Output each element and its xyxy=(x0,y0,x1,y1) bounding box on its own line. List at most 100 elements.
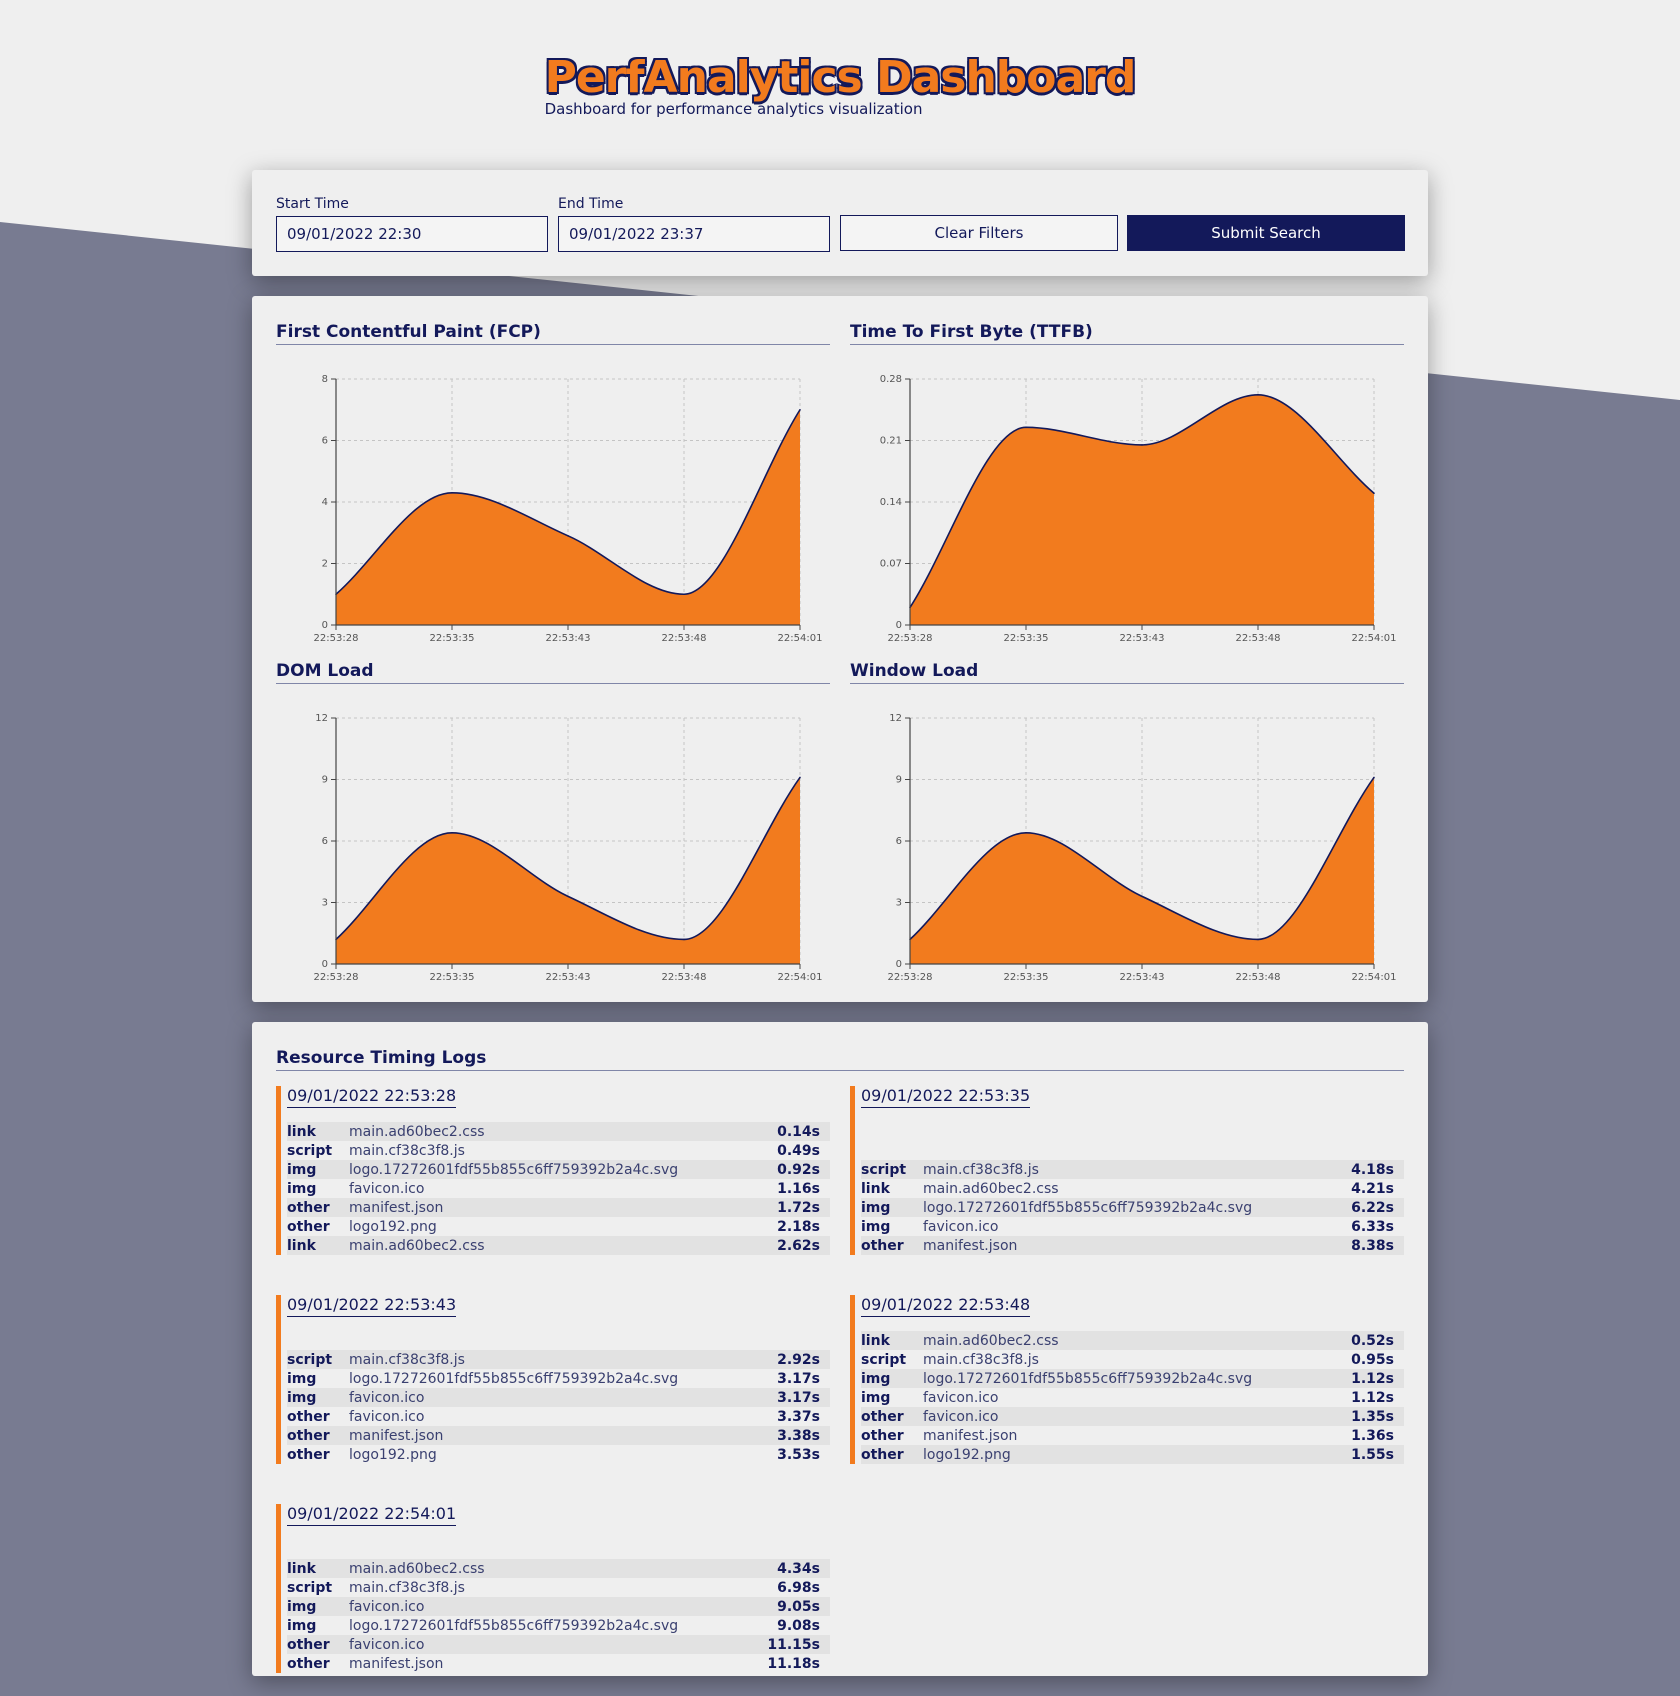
log-group: 09/01/2022 22:53:48 link main.ad60bec2.css… xyxy=(850,1295,1404,1464)
submit-search-button[interactable]: Submit Search xyxy=(1127,215,1405,251)
data-point xyxy=(567,535,569,537)
app-title: PerfAnalytics Dashboard xyxy=(544,52,1137,103)
data-point xyxy=(1373,776,1375,779)
log-name: logo.17272601fdf55b855c6ff759392b2a4c.sv… xyxy=(923,1370,1253,1387)
app-subtitle: Dashboard for performance analytics visu… xyxy=(544,100,923,118)
log-dur: 0.92s xyxy=(777,1161,820,1178)
series-area xyxy=(910,394,1374,625)
log-name: logo.17272601fdf55b855c6ff759392b2a4c.sv… xyxy=(923,1199,1253,1216)
log-dur: 1.12s xyxy=(1351,1370,1394,1387)
log-name: main.ad60bec2.css xyxy=(349,1123,485,1140)
log-row: script main.cf38c3f8.js 6.98s xyxy=(287,1578,830,1597)
log-type: other xyxy=(287,1427,330,1444)
chart-title: First Contentful Paint (FCP) xyxy=(276,322,830,345)
log-timestamp: 09/01/2022 22:53:48 xyxy=(861,1295,1031,1317)
log-name: manifest.json xyxy=(923,1427,1018,1444)
log-type: script xyxy=(861,1351,907,1368)
start-time-input[interactable] xyxy=(276,216,548,252)
log-name: main.cf38c3f8.js xyxy=(923,1351,1039,1368)
log-name: manifest.json xyxy=(349,1427,444,1444)
x-tick-label: 22:53:35 xyxy=(430,633,475,644)
data-point xyxy=(1141,895,1143,898)
log-type: other xyxy=(861,1427,904,1444)
log-row: img logo.17272601fdf55b855c6ff759392b2a4c… xyxy=(287,1160,830,1179)
y-tick-label: 6 xyxy=(322,836,328,847)
log-name: main.ad60bec2.css xyxy=(349,1237,485,1254)
log-row: other manifest.json 3.38s xyxy=(287,1426,830,1445)
y-tick-label: 0.07 xyxy=(880,559,902,570)
log-name: favicon.ico xyxy=(349,1389,425,1406)
x-tick-label: 22:53:43 xyxy=(1120,633,1165,644)
clear-filters-button[interactable]: Clear Filters xyxy=(840,215,1118,251)
log-dur: 3.37s xyxy=(777,1408,820,1425)
chart-window-load-plot: 0 3 6 9 12 22:53:28 22:53:35 22:53:43 22:53:48 22… xyxy=(888,713,1397,983)
log-dur: 9.05s xyxy=(777,1598,820,1615)
log-dur: 3.53s xyxy=(777,1446,820,1463)
page-header: PerfAnalytics Dashboard Dashboard for pe… xyxy=(0,50,1680,118)
log-name: favicon.ico xyxy=(923,1389,999,1406)
y-tick-label: 3 xyxy=(896,898,902,909)
log-dur: 11.15s xyxy=(767,1636,820,1653)
series-area xyxy=(336,409,800,625)
x-tick-label: 22:53:28 xyxy=(314,972,359,983)
log-type: img xyxy=(861,1199,891,1216)
log-type: other xyxy=(287,1655,330,1672)
start-time-field: Start Time xyxy=(276,196,548,252)
log-name: favicon.ico xyxy=(349,1408,425,1425)
y-tick-label: 3 xyxy=(322,898,328,909)
log-name: favicon.ico xyxy=(349,1636,425,1653)
logs-title: Resource Timing Logs xyxy=(276,1048,1404,1071)
log-group: 09/01/2022 22:53:35 script main.cf38c3f8.j… xyxy=(850,1086,1404,1255)
log-name: favicon.ico xyxy=(349,1598,425,1615)
y-tick-label: 9 xyxy=(896,775,902,786)
log-name: main.cf38c3f8.js xyxy=(349,1579,465,1596)
log-name: main.ad60bec2.css xyxy=(349,1560,485,1577)
log-dur: 3.17s xyxy=(777,1389,820,1406)
x-tick-label: 22:54:01 xyxy=(778,633,823,644)
x-tick-label: 22:53:48 xyxy=(662,633,707,644)
end-time-input[interactable] xyxy=(558,216,830,252)
y-tick-label: 4 xyxy=(322,497,328,508)
x-tick-label: 22:54:01 xyxy=(1352,972,1397,983)
log-type: other xyxy=(287,1199,330,1216)
log-name: manifest.json xyxy=(349,1199,444,1216)
data-point xyxy=(683,593,685,596)
data-point xyxy=(799,408,801,411)
log-dur: 3.38s xyxy=(777,1427,820,1444)
y-tick-label: 6 xyxy=(322,436,328,447)
log-row: other manifest.json 1.72s xyxy=(287,1198,830,1217)
log-type: img xyxy=(861,1370,891,1387)
log-row: script main.cf38c3f8.js 2.92s xyxy=(287,1350,830,1369)
log-type: img xyxy=(287,1617,317,1634)
log-row: other logo192.png 1.55s xyxy=(861,1445,1404,1464)
chart-window-load: Window Load 0 3 6 9 12 22:53:28 22:53:35 22:53:… xyxy=(850,661,1404,988)
log-type: link xyxy=(861,1180,890,1197)
log-dur: 1.12s xyxy=(1351,1389,1394,1406)
log-name: main.cf38c3f8.js xyxy=(923,1161,1039,1178)
charts-panel: First Contentful Paint (FCP) 0 2 4 6 8 22:53:… xyxy=(252,296,1428,1002)
chart-title: DOM Load xyxy=(276,661,830,684)
x-tick-label: 22:53:28 xyxy=(888,972,933,983)
log-name: logo192.png xyxy=(923,1446,1011,1463)
log-name: favicon.ico xyxy=(349,1180,425,1197)
chart-dom-load: DOM Load 0 3 6 9 12 22:53:28 22:53:35 22:53:43 2… xyxy=(276,661,830,988)
y-tick-label: 0 xyxy=(896,620,902,631)
log-type: img xyxy=(861,1218,891,1235)
log-type: img xyxy=(861,1389,891,1406)
log-row: other favicon.ico 1.35s xyxy=(861,1407,1404,1426)
series-area xyxy=(910,777,1374,964)
log-type: script xyxy=(287,1142,333,1159)
log-dur: 2.92s xyxy=(777,1351,820,1368)
y-tick-label: 6 xyxy=(896,836,902,847)
log-type: link xyxy=(287,1560,316,1577)
data-point xyxy=(683,938,685,941)
log-list: link main.ad60bec2.css 0.14s script main.cf3… xyxy=(287,1122,830,1255)
log-type: img xyxy=(287,1180,317,1197)
log-row: link main.ad60bec2.css 2.62s xyxy=(287,1236,830,1255)
log-dur: 6.33s xyxy=(1351,1218,1394,1235)
y-tick-label: 12 xyxy=(315,713,328,724)
log-name: favicon.ico xyxy=(923,1408,999,1425)
log-timestamp: 09/01/2022 22:54:01 xyxy=(287,1504,457,1526)
log-dur: 0.14s xyxy=(777,1123,820,1140)
log-dur: 1.35s xyxy=(1351,1408,1394,1425)
